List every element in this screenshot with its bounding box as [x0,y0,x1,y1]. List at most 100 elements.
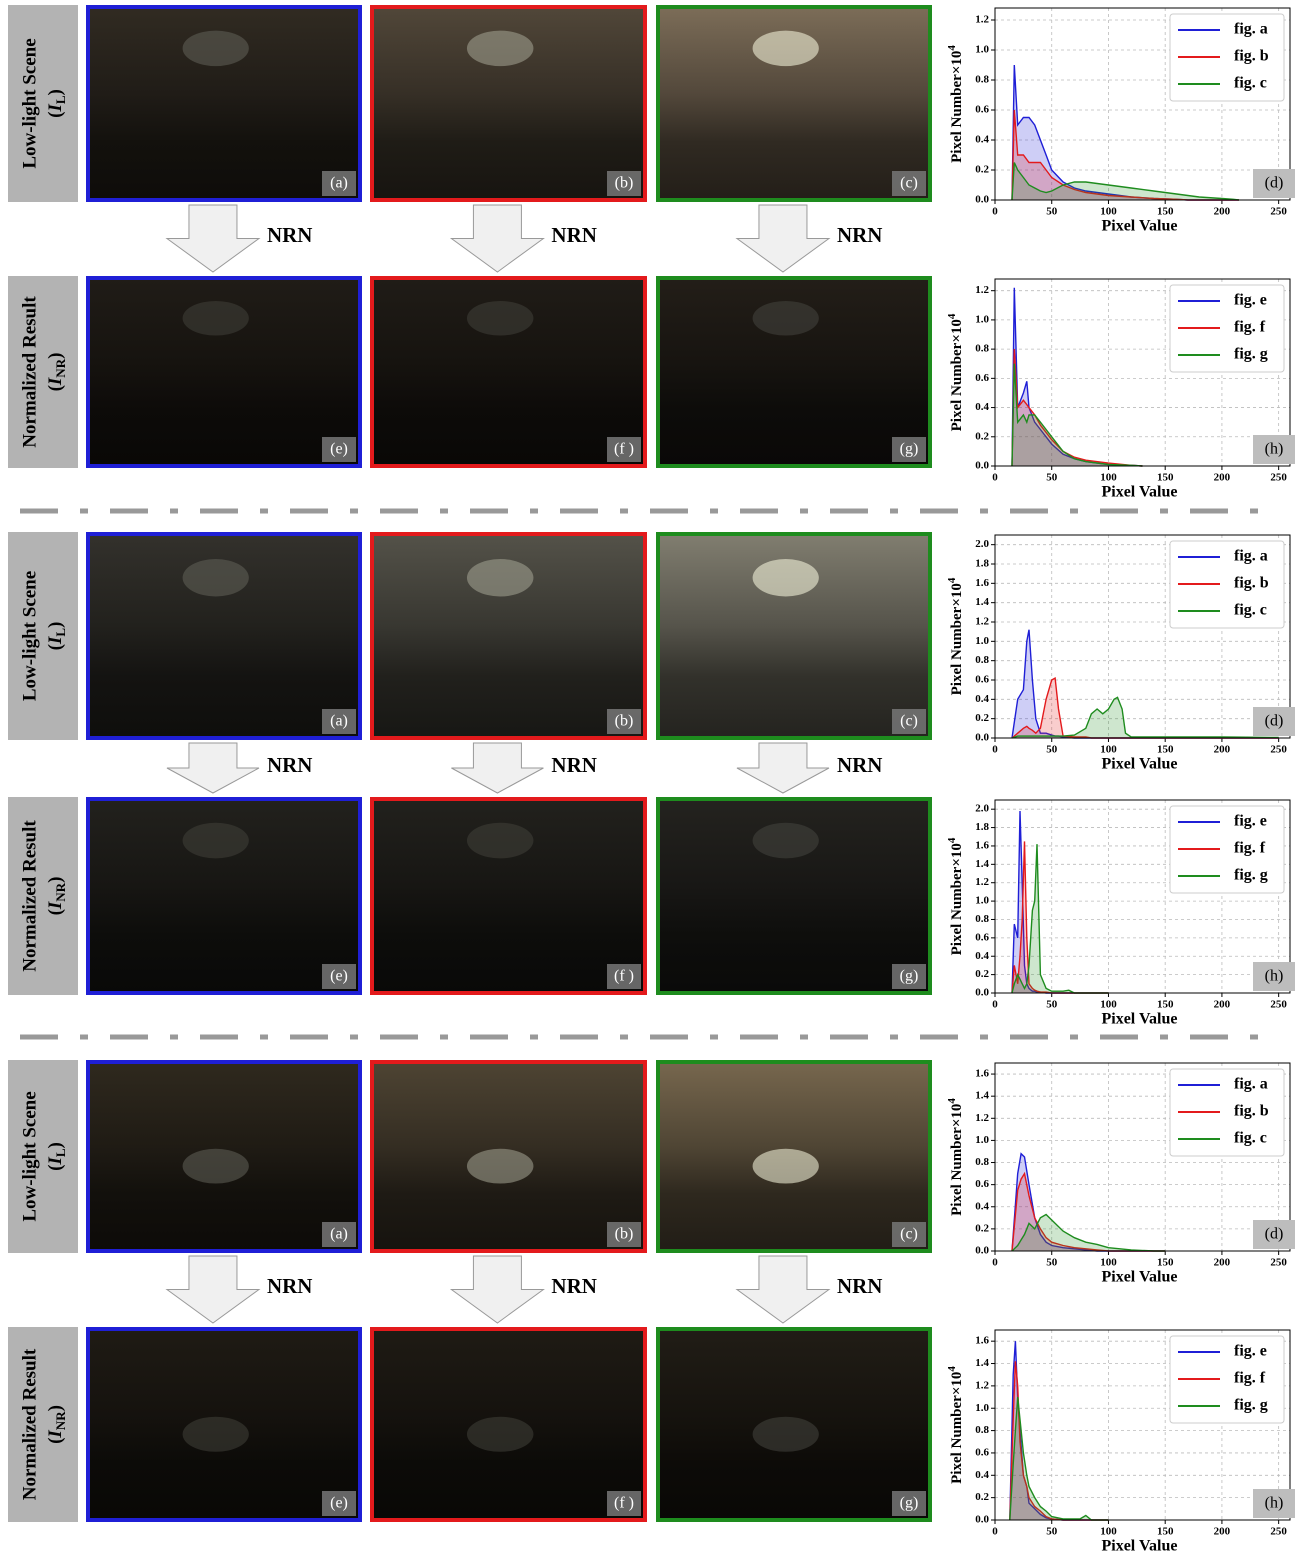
photo-highlight [467,1417,533,1452]
y-axis-label: Pixel Number×104 [946,1366,966,1484]
panel-label: (h) [1265,968,1284,985]
y-tick-label: 1.2 [975,14,989,26]
y-axis-label-exponent: 4 [946,45,958,51]
y-tick-label: 0.2 [975,712,989,724]
y-tick-label: 1.8 [975,821,989,833]
arrow-label: NRN [837,753,883,777]
x-tick-label: 100 [1100,1257,1117,1269]
y-tick-label: 1.8 [975,558,989,570]
y-tick-label: 1.0 [975,895,989,907]
y-tick-label: 0.8 [975,74,989,86]
y-axis-label: Pixel Number×104 [946,837,966,955]
y-tick-label: 0.8 [975,343,989,355]
x-tick-label: 50 [1046,472,1058,484]
legend-label: fig. e [1234,1343,1267,1360]
photo-label: (c) [900,1226,918,1243]
x-tick-label: 100 [1100,206,1117,218]
photo-highlight [183,823,249,859]
arrow [737,743,829,793]
y-axis-label-exponent: 4 [946,837,958,843]
x-tick-label: 250 [1270,472,1287,484]
x-tick-label: 100 [1100,744,1117,756]
y-tick-label: 2.0 [975,538,989,550]
side-label-title: Low-light Scene [19,38,40,168]
notation-subscript: L [53,628,68,637]
photo-highlight [467,31,533,66]
y-tick-label: 0.6 [975,372,989,384]
x-tick-label: 150 [1157,1526,1174,1538]
photo-highlight [753,1149,819,1184]
photo-highlight [183,559,249,596]
y-tick-label: 0.2 [975,164,989,176]
arrow [167,205,259,272]
y-tick-label: 0.6 [975,674,989,686]
y-tick-label: 1.4 [975,1357,989,1369]
notation-close: ) [45,877,66,883]
y-axis-label-base: Pixel Number×10 [949,1372,965,1484]
photo-highlight [753,559,819,596]
legend-label: fig. a [1234,1076,1268,1093]
panel-label: (d) [1265,713,1284,730]
y-tick-label: 1.6 [975,1335,989,1347]
arrow-label: NRN [267,753,313,777]
notation-close: ) [45,353,66,359]
y-tick-label: 0.8 [975,913,989,925]
notation-close: ) [45,1142,66,1148]
legend-label: fig. g [1234,346,1268,363]
photo-highlight [753,1417,819,1452]
arrow-label: NRN [551,753,597,777]
y-tick-label: 1.4 [975,1090,989,1102]
y-tick-label: 1.2 [975,284,989,296]
photo-highlight [467,1149,533,1184]
photo-highlight [753,823,819,859]
y-tick-label: 1.2 [975,876,989,888]
y-tick-label: 1.6 [975,1068,989,1080]
side-label-title: Low-light Scene [19,571,40,701]
legend-label: fig. f [1234,1370,1266,1387]
x-axis-label: Pixel Value [1101,1011,1177,1028]
photo-label: (g) [900,968,919,985]
x-tick-label: 250 [1270,999,1287,1011]
photo-label: (f ) [614,1495,634,1512]
arrow [451,1256,543,1323]
y-tick-label: 0.0 [975,987,989,999]
x-axis-label: Pixel Value [1101,484,1177,501]
x-tick-label: 100 [1100,472,1117,484]
y-tick-label: 0.8 [975,654,989,666]
y-tick-label: 1.0 [975,1134,989,1146]
notation-subscript: NR [53,1411,68,1430]
x-tick-label: 250 [1270,1526,1287,1538]
photo-highlight [753,301,819,336]
y-tick-label: 0.0 [975,460,989,472]
photo-label: (b) [615,175,634,192]
legend-label: fig. a [1234,21,1268,38]
x-tick-label: 50 [1046,999,1058,1011]
y-tick-label: 1.6 [975,577,989,589]
legend-label: fig. b [1234,1103,1269,1120]
notation-close: ) [45,622,66,628]
x-tick-label: 200 [1214,1257,1231,1269]
photo-highlight [183,31,249,66]
x-tick-label: 50 [1046,744,1058,756]
legend-label: fig. c [1234,75,1267,92]
legend-label: fig. g [1234,867,1268,884]
y-tick-label: 0.0 [975,1514,989,1526]
arrow-label: NRN [837,1274,883,1298]
x-tick-label: 0 [992,206,998,218]
arrow-label: NRN [267,1274,313,1298]
y-tick-label: 0.0 [975,194,989,206]
y-axis-label-base: Pixel Number×10 [949,51,965,163]
y-tick-label: 0.4 [975,693,989,705]
arrow-label: NRN [551,223,597,247]
y-tick-label: 0.6 [975,1446,989,1458]
y-tick-label: 1.2 [975,1379,989,1391]
y-axis-label-base: Pixel Number×10 [949,583,965,695]
arrow-label: NRN [267,223,313,247]
notation-subscript: NR [53,882,68,901]
legend-label: fig. e [1234,813,1267,830]
photo-label: (e) [330,1495,348,1512]
x-tick-label: 100 [1100,999,1117,1011]
arrow [167,743,259,793]
notation-subscript: L [53,95,68,104]
y-axis-label-exponent: 4 [946,577,958,583]
